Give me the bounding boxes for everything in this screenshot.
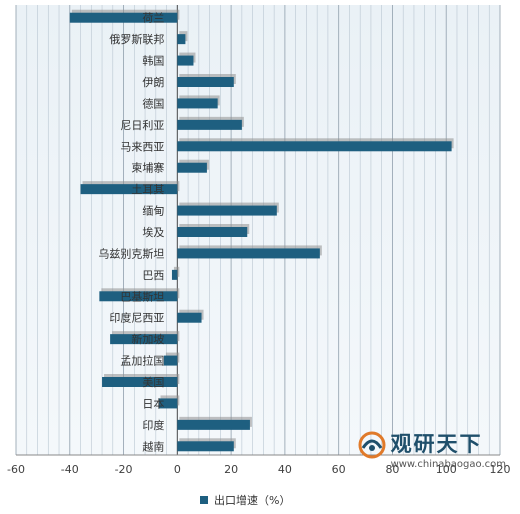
- category-label: 伊朗: [142, 76, 164, 89]
- category-label: 美国: [142, 376, 164, 389]
- category-label: 韩国: [142, 54, 164, 68]
- category-label: 尼日利亚: [120, 119, 164, 132]
- category-label: 埃及: [142, 225, 164, 239]
- legend: 出口增速（%）: [200, 492, 290, 508]
- category-label: 土耳其: [131, 183, 164, 196]
- x-tick-labels: -60 -40 -20 0 20 40 60 80 100 120: [7, 463, 510, 476]
- x-tick-label: 60: [332, 463, 346, 476]
- bar: [177, 55, 194, 66]
- bar: [177, 98, 218, 109]
- category-label: 巴西: [142, 269, 164, 282]
- legend-swatch: [200, 496, 208, 504]
- bar: [99, 291, 178, 302]
- category-label: 印度尼西亚: [109, 311, 164, 325]
- legend-label: 出口增速（%）: [214, 494, 291, 507]
- category-label: 马来西亚: [120, 140, 164, 153]
- watermark-title: 观研天下: [390, 432, 483, 456]
- x-tick-label: 40: [278, 463, 292, 476]
- x-tick-label: 100: [436, 463, 457, 476]
- bars: [69, 9, 454, 452]
- bar: [158, 398, 178, 409]
- x-tick-label: 0: [174, 463, 181, 476]
- category-label: 荷兰: [142, 12, 164, 25]
- bar: [177, 205, 277, 216]
- watermark: 观研天下 www.chinabaogao.com: [358, 428, 506, 470]
- category-label: 新加坡: [131, 332, 164, 346]
- bar: [177, 162, 207, 173]
- category-label: 日本: [142, 396, 164, 410]
- category-label: 缅甸: [142, 204, 164, 218]
- bar: [171, 269, 178, 280]
- x-tick-label: -60: [7, 463, 25, 476]
- bar: [177, 141, 452, 152]
- category-label: 俄罗斯联邦: [109, 33, 164, 46]
- category-label: 乌兹别克斯坦: [98, 246, 164, 260]
- bar: [102, 377, 178, 387]
- x-tick-label: 120: [490, 463, 511, 476]
- bar: [177, 227, 248, 237]
- bar: [177, 77, 234, 87]
- bar: [177, 248, 320, 259]
- x-tick-label: 20: [224, 463, 238, 476]
- bar: [163, 355, 178, 366]
- category-label: 印度: [142, 418, 164, 432]
- category-label: 德国: [142, 96, 164, 110]
- bar: [110, 334, 178, 345]
- logo-icon: [358, 431, 386, 459]
- category-labels: 荷兰俄罗斯联邦韩国伊朗德国尼日利亚马来西亚柬埔寨土耳其缅甸埃及乌兹别克斯坦巴西巴…: [98, 12, 164, 454]
- watermark-url: www.chinabaogao.com: [390, 459, 506, 470]
- bar: [69, 12, 178, 23]
- x-tick-label: -20: [115, 463, 133, 476]
- bar: [177, 419, 250, 430]
- bar: [177, 119, 242, 130]
- category-label: 孟加拉国: [120, 354, 164, 368]
- category-label: 越南: [142, 439, 164, 453]
- x-tick-label: 80: [385, 463, 399, 476]
- x-tick-label: -40: [61, 463, 79, 476]
- category-label: 巴基斯坦: [120, 289, 164, 303]
- bar: [177, 312, 202, 323]
- bar: [80, 184, 178, 195]
- plot-area: [16, 5, 500, 455]
- bar: [177, 34, 186, 45]
- bar: [177, 441, 234, 452]
- category-label: 柬埔寨: [131, 161, 164, 175]
